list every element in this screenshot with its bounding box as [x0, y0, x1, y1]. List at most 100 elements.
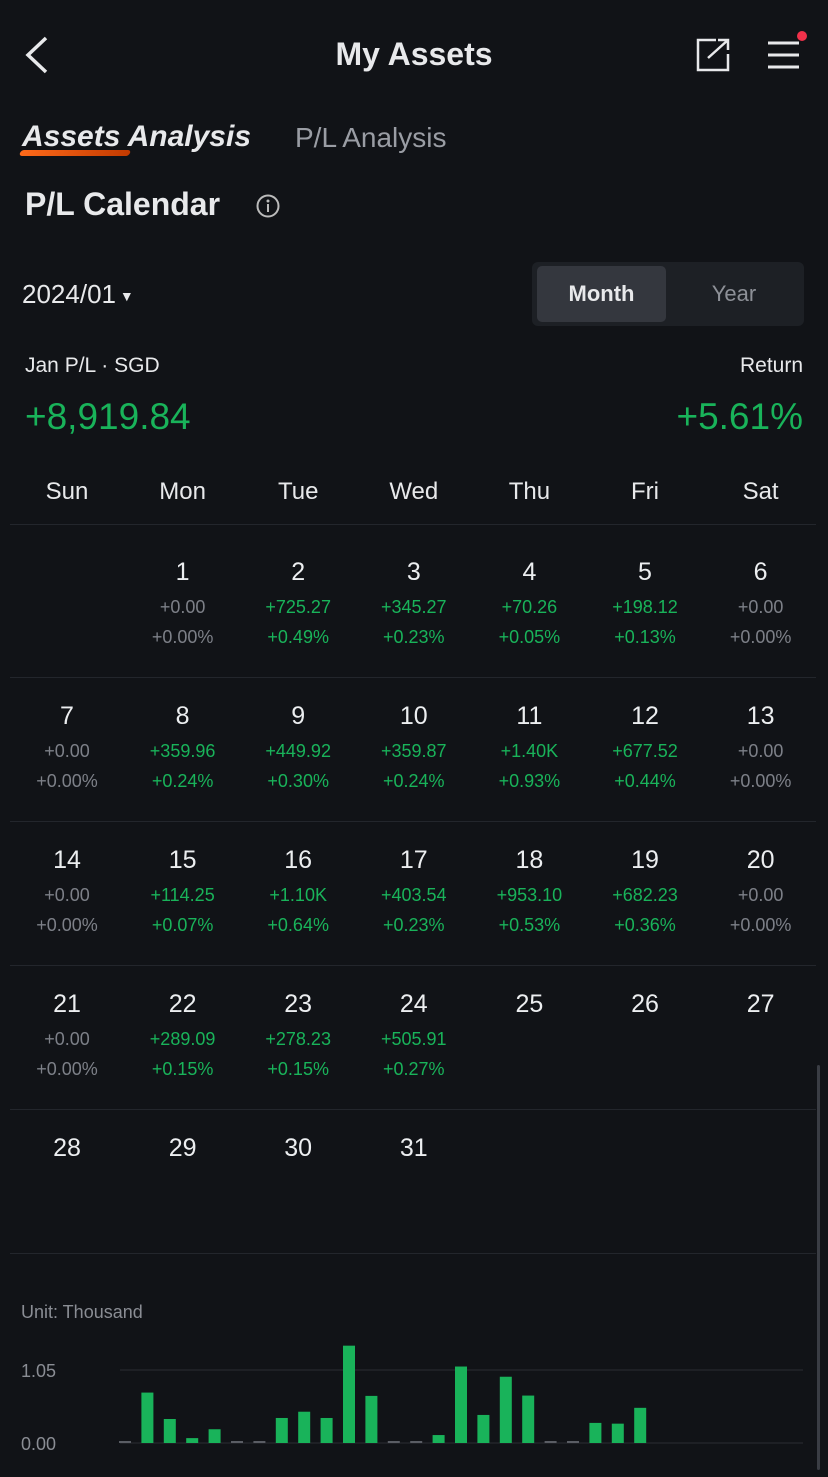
day-number: 26: [631, 990, 659, 1018]
bar: [253, 1441, 266, 1443]
mode-option[interactable]: Year: [711, 281, 757, 306]
period-picker[interactable]: 2024/01 ▼: [22, 279, 134, 309]
day-cell[interactable]: 24 +505.91 +0.27%: [359, 990, 469, 1080]
day-number: 29: [168, 1134, 197, 1162]
day-cell[interactable]: 21 +0.00 +0.00%: [12, 990, 122, 1080]
day-number: 4: [522, 558, 537, 586]
day-number: 8: [175, 702, 190, 730]
day-cell[interactable]: 19 +682.23 +0.36%: [590, 846, 700, 936]
weekday: Sun: [45, 478, 89, 505]
day-cell[interactable]: 31: [359, 1134, 469, 1163]
share-button[interactable]: [696, 38, 730, 72]
day-cell[interactable]: 7 +0.00 +0.00%: [12, 702, 122, 792]
day-return: +0.24%: [383, 771, 445, 791]
day-number: 5: [638, 558, 652, 586]
day-cell[interactable]: 10 +359.87 +0.24%: [359, 702, 469, 792]
pl-chart: 0.00 1.05: [21, 1345, 803, 1454]
day-number: 22: [168, 990, 197, 1018]
bar: [119, 1441, 131, 1443]
bar: [231, 1441, 243, 1443]
unit-label: Unit: Thousand: [21, 1302, 143, 1322]
back-button[interactable]: [25, 36, 48, 74]
day-cell[interactable]: 26: [590, 990, 700, 1019]
day-pl: +682.23: [612, 885, 678, 905]
day-return: +0.30%: [267, 771, 329, 791]
day-number: 30: [284, 1134, 313, 1162]
bar: [455, 1366, 467, 1443]
mode-option-active[interactable]: Month: [537, 266, 666, 322]
day-cell[interactable]: 1 +0.00 +0.00%: [128, 558, 238, 648]
day-cell[interactable]: 12 +677.52 +0.44%: [590, 702, 700, 792]
day-cell[interactable]: 6 +0.00 +0.00%: [706, 558, 816, 648]
day-cell[interactable]: 20 +0.00 +0.00%: [706, 846, 816, 936]
day-cell[interactable]: 16 +1.10K +0.64%: [243, 846, 353, 936]
divider: [10, 677, 816, 678]
info-icon[interactable]: [255, 193, 281, 219]
summary-value: +8,919.84: [25, 396, 191, 437]
day-pl: +0.00: [159, 597, 206, 617]
day-cell[interactable]: 9 +449.92 +0.30%: [243, 702, 353, 792]
day-cell[interactable]: 8 +359.96 +0.24%: [128, 702, 238, 792]
day-cell[interactable]: 18 +953.10 +0.53%: [474, 846, 584, 936]
bar: [141, 1392, 154, 1443]
divider: [10, 965, 816, 966]
tab[interactable]: P/L Analysis: [295, 122, 447, 153]
day-return: +0.23%: [383, 915, 445, 935]
day-pl: +725.27: [265, 597, 331, 617]
section-title: P/L Calendar: [25, 186, 221, 222]
bar: [365, 1395, 378, 1443]
day-cell[interactable]: 25: [474, 990, 584, 1019]
day-pl: +0.00: [44, 885, 90, 905]
day-cell[interactable]: 29: [128, 1134, 238, 1163]
day-number: 20: [746, 846, 775, 874]
day-return: +0.07%: [151, 915, 214, 935]
day-cell[interactable]: 3 +345.27 +0.23%: [359, 558, 469, 648]
tab-active[interactable]: Assets Analysis: [22, 120, 252, 153]
day-number: 1: [175, 558, 190, 586]
day-cell[interactable]: 2 +725.27 +0.49%: [243, 558, 353, 648]
bar: [589, 1422, 602, 1443]
day-cell[interactable]: 14 +0.00 +0.00%: [12, 846, 122, 936]
day-return: +0.00%: [36, 915, 98, 935]
day-cell[interactable]: 30: [243, 1134, 353, 1163]
bar: [522, 1395, 535, 1443]
day-cell[interactable]: 27: [706, 990, 816, 1019]
bar: [634, 1407, 647, 1443]
day-pl: +359.96: [149, 741, 216, 761]
day-pl: +0.00: [737, 597, 784, 617]
day-pl: +114.25: [150, 885, 215, 905]
divider: [10, 1109, 816, 1110]
menu-button[interactable]: [768, 41, 799, 69]
day-cell[interactable]: 17 +403.54 +0.23%: [359, 846, 469, 936]
day-cell[interactable]: 5 +198.12 +0.13%: [590, 558, 700, 648]
day-return: +0.44%: [614, 771, 676, 791]
bar: [163, 1418, 176, 1443]
day-cell[interactable]: 28: [12, 1134, 122, 1163]
day-number: 15: [168, 846, 197, 874]
day-pl: +0.00: [44, 741, 90, 761]
day-cell[interactable]: 22 +289.09 +0.15%: [128, 990, 238, 1080]
bar: [387, 1441, 400, 1443]
day-pl: +403.54: [381, 885, 447, 905]
bar: [320, 1417, 333, 1443]
day-cell[interactable]: 15 +114.25 +0.07%: [128, 846, 238, 936]
day-cell[interactable]: 11 +1.40K +0.93%: [474, 702, 584, 792]
day-return: +0.00%: [36, 771, 98, 791]
day-cell[interactable]: 13 +0.00 +0.00%: [706, 702, 816, 792]
bar: [298, 1411, 311, 1443]
day-number: 17: [399, 846, 428, 874]
day-return: +0.00%: [729, 915, 792, 935]
bar: [186, 1438, 199, 1443]
divider: [10, 524, 816, 525]
weekday: Mon: [159, 478, 206, 505]
day-return: +0.00%: [36, 1059, 98, 1079]
bar: [432, 1435, 445, 1443]
day-return: +0.64%: [267, 915, 329, 935]
summary-label: Jan P/L · SGD: [25, 354, 160, 377]
weekday: Wed: [389, 478, 439, 505]
day-return: +0.27%: [383, 1059, 445, 1079]
day-return: +0.00%: [729, 627, 792, 647]
day-cell[interactable]: 4 +70.26 +0.05%: [474, 558, 584, 648]
day-cell[interactable]: 23 +278.23 +0.15%: [243, 990, 353, 1080]
